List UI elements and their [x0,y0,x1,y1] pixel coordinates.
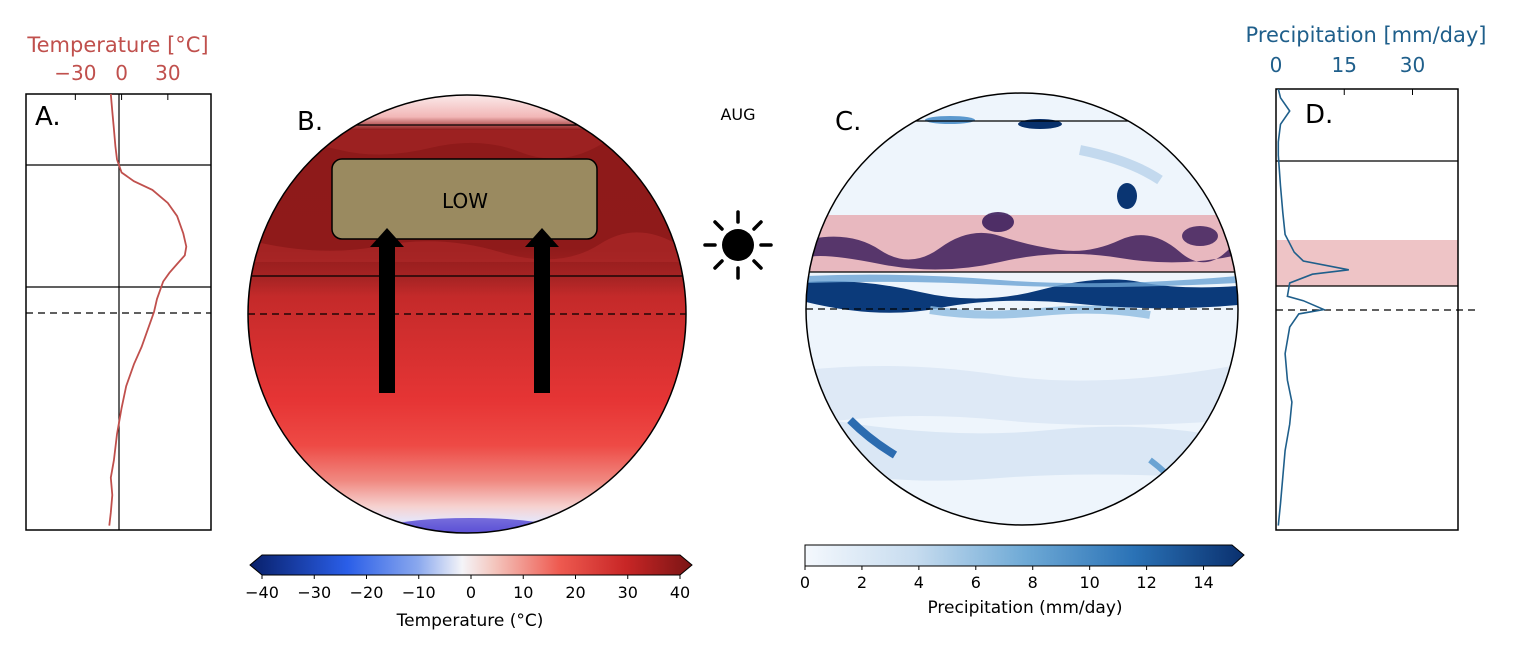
colorbar-tick-label: −10 [402,583,436,602]
axis-tick-label: 0 [115,61,128,85]
colorbar-tick-label: 0 [466,583,476,602]
panel-c-globe-outline [805,92,1239,526]
panel-d: Precipitation [mm/day] 0 15 30 D. [1246,23,1487,531]
panel-b-globe-outline [247,94,687,534]
precipitation-colorbar-bar [804,544,1245,567]
colorbar-tick-label: 12 [1136,573,1156,592]
panel-a-axis-title: Temperature [°C] [26,33,208,57]
month-label: AUG [720,105,755,124]
axis-tick-label: 0 [1270,53,1283,77]
temperature-colorbar: −40 −30 −20 −10 0 10 20 30 40 Temperature (°C) [245,554,693,631]
colorbar-tick-label: 20 [565,583,585,602]
colorbar-tick-label: −20 [350,583,384,602]
colorbar-tick-label: 8 [1028,573,1038,592]
colorbar-tick-label: 6 [971,573,981,592]
panel-b-warm-band [248,232,686,262]
axis-tick-label: 15 [1332,53,1357,77]
panel-d-precipitation-profile [1277,89,1349,526]
sun-icon [703,210,773,280]
colorbar-tick-label: 40 [670,583,690,602]
panel-d-axis-title: Precipitation [mm/day] [1246,23,1487,47]
arrow-left [370,228,404,393]
colorbar-tick-label: 30 [618,583,638,602]
precipitation-colorbar-ticks: 0 2 4 6 8 10 12 14 [800,566,1214,592]
panel-a-ticks: −30 0 30 [54,61,181,100]
panel-c: C. [805,92,1239,526]
colorbar-tick-label: 2 [857,573,867,592]
axis-tick-label: 30 [155,61,180,85]
panel-c-rain-band-equator [806,279,1238,313]
temperature-colorbar-ticks: −40 −30 −20 −10 0 10 20 30 40 [245,575,690,602]
precipitation-colorbar-title: Precipitation (mm/day) [927,598,1122,618]
colorbar-tick-label: 14 [1193,573,1213,592]
panel-d-ticks: 0 15 30 [1270,53,1425,95]
colorbar-tick-label: 10 [513,583,533,602]
panel-a-label: A. [35,102,61,132]
panel-b: LOW B. [247,94,687,534]
axis-tick-label: 30 [1400,53,1425,77]
arrow-right [525,228,559,393]
temperature-colorbar-title: Temperature (°C) [396,611,544,631]
low-pressure-box [331,158,598,240]
colorbar-tick-label: 10 [1079,573,1099,592]
panel-b-label: B. [297,107,323,137]
axis-tick-label: −30 [54,61,96,85]
panel-d-highlight-band [1276,240,1458,286]
colorbar-tick-label: 4 [914,573,924,592]
panel-c-rain-band-north [806,232,1238,270]
low-pressure-label: LOW [442,189,488,213]
panel-a-temperature-profile [108,94,188,526]
colorbar-tick-label: 0 [800,573,810,592]
panel-a: Temperature [°C] −30 0 30 A. [25,33,212,531]
panel-c-label: C. [835,107,861,137]
temperature-colorbar-bar [249,554,693,576]
colorbar-tick-label: −40 [245,583,279,602]
colorbar-tick-label: −30 [297,583,331,602]
precipitation-colorbar: 0 2 4 6 8 10 12 14 Precipitation (mm/day) [800,544,1245,618]
panel-b-warm-patch [248,130,686,159]
panel-d-label: D. [1305,100,1333,130]
